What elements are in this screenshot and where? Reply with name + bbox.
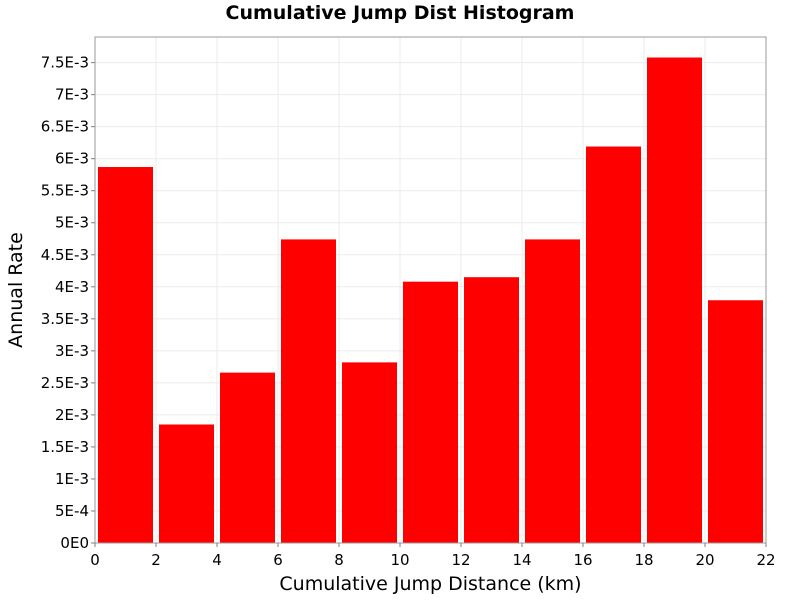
x-tick-label: 20 [695, 551, 714, 569]
y-tick-label: 5.5E-3 [41, 182, 89, 200]
y-tick-label: 7E-3 [55, 86, 89, 104]
histogram-bar [281, 239, 336, 543]
histogram-bar [586, 146, 641, 543]
histogram-bar [342, 362, 397, 543]
bars [98, 57, 763, 544]
y-tick-label: 6E-3 [55, 150, 89, 168]
axes: 0E0 5E-4 1E-3 1.5E-3 2E-3 2.5E-3 3E-3 3.5E-3 4E-… [41, 54, 776, 569]
histogram-bar [525, 239, 580, 543]
histogram-bar [708, 300, 763, 543]
y-tick-label: 5E-4 [55, 502, 89, 520]
plot-frame [94, 36, 767, 544]
y-tick-label: 7.5E-3 [41, 54, 89, 72]
y-tick-label: 1E-3 [55, 470, 89, 488]
histogram-bar [464, 277, 519, 543]
y-tick-label: 6.5E-3 [41, 118, 89, 136]
y-tick-label: 4.5E-3 [41, 246, 89, 264]
x-tick-label: 4 [212, 551, 222, 569]
y-tick-label: 2.5E-3 [41, 374, 89, 392]
histogram-bar [220, 372, 275, 543]
x-tick-label: 16 [573, 551, 592, 569]
x-tick-label: 12 [451, 551, 470, 569]
x-tick-label: 8 [334, 551, 344, 569]
y-tick-label: 1.5E-3 [41, 438, 89, 456]
x-tick-label: 14 [512, 551, 531, 569]
y-tick-label: 3.5E-3 [41, 310, 89, 328]
x-tick-label: 0 [90, 551, 100, 569]
y-axis-label: Annual Rate [5, 232, 27, 348]
histogram-bar [403, 281, 458, 543]
histogram-bar [98, 167, 153, 544]
y-tick-label: 3E-3 [55, 342, 89, 360]
y-tick-label: 4E-3 [55, 278, 89, 296]
y-tick-label: 5E-3 [55, 214, 89, 232]
x-tick-label: 22 [756, 551, 775, 569]
x-tick-label: 18 [634, 551, 653, 569]
x-tick-label: 2 [151, 551, 161, 569]
histogram-bar [159, 424, 214, 543]
y-tick-label: 2E-3 [55, 406, 89, 424]
x-tick-label: 10 [390, 551, 409, 569]
x-tick-label: 6 [273, 551, 283, 569]
y-tick-label: 0E0 [60, 534, 89, 552]
chart-title: Cumulative Jump Dist Histogram [225, 2, 575, 24]
x-axis-label: Cumulative Jump Distance (km) [279, 573, 581, 595]
histogram-bar [647, 57, 702, 543]
